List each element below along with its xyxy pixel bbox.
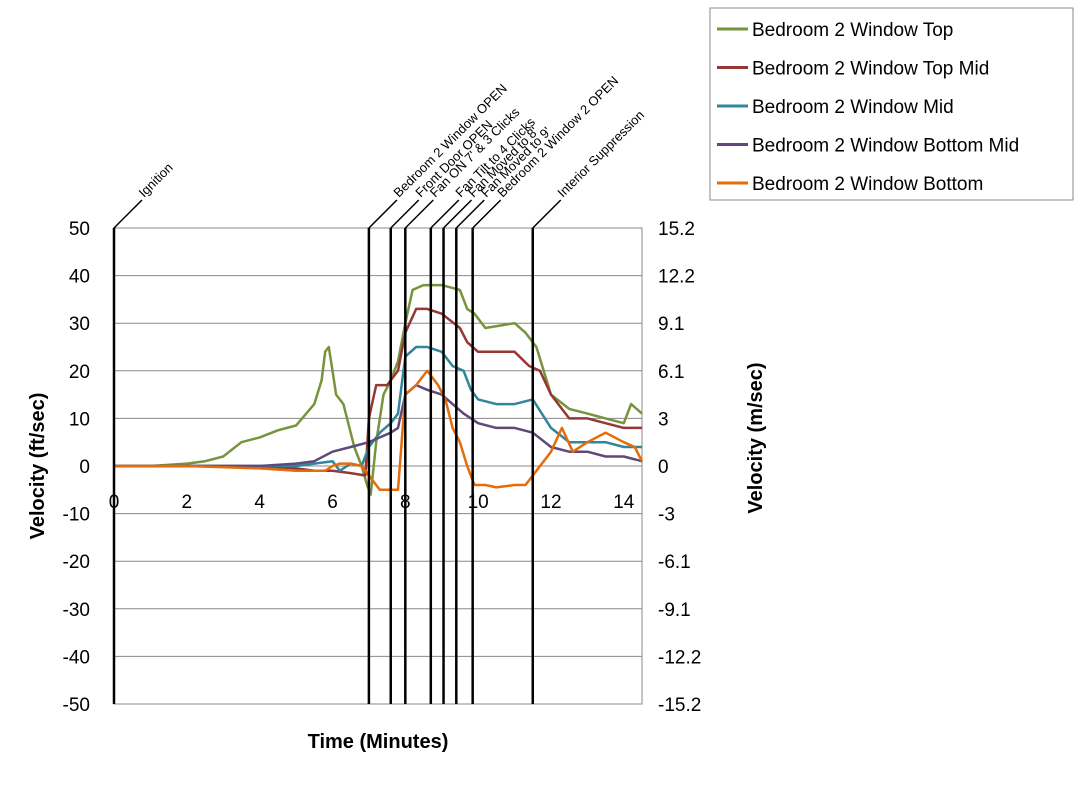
y-tick-label: -10	[63, 505, 90, 526]
y-tick-label: 50	[69, 219, 90, 240]
y2-tick-label: 9.1	[658, 314, 684, 335]
y-tick-label: 40	[69, 267, 90, 288]
series-line	[114, 345, 642, 473]
y-tick-label: 10	[69, 409, 90, 430]
series-line	[114, 369, 644, 492]
y2-tick-label: -6.1	[658, 552, 691, 573]
series-line	[114, 383, 643, 468]
event-leader	[443, 199, 473, 229]
y2-tick-label: 6.1	[658, 362, 684, 383]
event-leader	[532, 199, 562, 229]
y2-tick-label: 12.2	[658, 267, 695, 288]
legend-label: Bedroom 2 Window Bottom Mid	[752, 136, 1019, 157]
y2-tick-label: -12.2	[658, 647, 701, 668]
event-leader	[472, 199, 502, 229]
x-axis-title: Time (Minutes)	[308, 731, 449, 753]
y2-tick-label: 15.2	[658, 219, 695, 240]
legend-box	[709, 7, 1074, 201]
y2-axis-title: Velocity (m/sec)	[745, 362, 767, 513]
y2-tick-label: -15.2	[658, 695, 701, 716]
y2-tick-label: 0	[658, 457, 669, 478]
x-tick-label: 10	[468, 492, 489, 513]
legend-label: Bedroom 2 Window Mid	[752, 97, 954, 118]
event-leader	[113, 199, 143, 229]
y-tick-label: 0	[79, 457, 90, 478]
y2-axis-ticks: 15.2 12.2 9.1 6.1 3 0 -3 -6.1 -9.1 -12.2 -15.2	[658, 219, 701, 716]
legend-label: Bedroom 2 Window Top	[752, 20, 953, 41]
y-tick-label: -50	[63, 695, 90, 716]
legend-items: Bedroom 2 Window Top Bedroom 2 Window Top…	[717, 20, 1019, 195]
event-leader	[455, 199, 485, 229]
event-leader	[390, 199, 420, 229]
event-leader	[368, 199, 398, 229]
event-leader	[430, 199, 460, 229]
event-leader	[404, 199, 434, 229]
y-tick-label: 20	[69, 362, 90, 383]
y-axis-title: Velocity (ft/sec)	[27, 393, 49, 540]
legend-label: Bedroom 2 Window Bottom	[752, 174, 983, 195]
y-tick-label: -30	[63, 600, 90, 621]
y-axis-ticks: 50 40 30 20 10 0 -10 -20 -30 -40 -50	[63, 219, 90, 716]
x-tick-label: 4	[254, 492, 265, 513]
y2-tick-label: -3	[658, 505, 675, 526]
series-lines	[114, 283, 644, 496]
legend: Bedroom 2 Window Top Bedroom 2 Window Top…	[709, 7, 1074, 201]
y-tick-label: -20	[63, 552, 90, 573]
y2-tick-label: 3	[658, 409, 669, 430]
x-tick-label: 14	[613, 492, 635, 513]
y2-tick-label: -9.1	[658, 600, 691, 621]
y-tick-label: -40	[63, 647, 90, 668]
x-tick-label: 2	[182, 492, 193, 513]
series-line	[114, 283, 643, 496]
y-tick-label: 30	[69, 314, 90, 335]
x-tick-label: 12	[540, 492, 561, 513]
legend-label: Bedroom 2 Window Top Mid	[752, 59, 989, 80]
x-tick-label: 6	[327, 492, 338, 513]
